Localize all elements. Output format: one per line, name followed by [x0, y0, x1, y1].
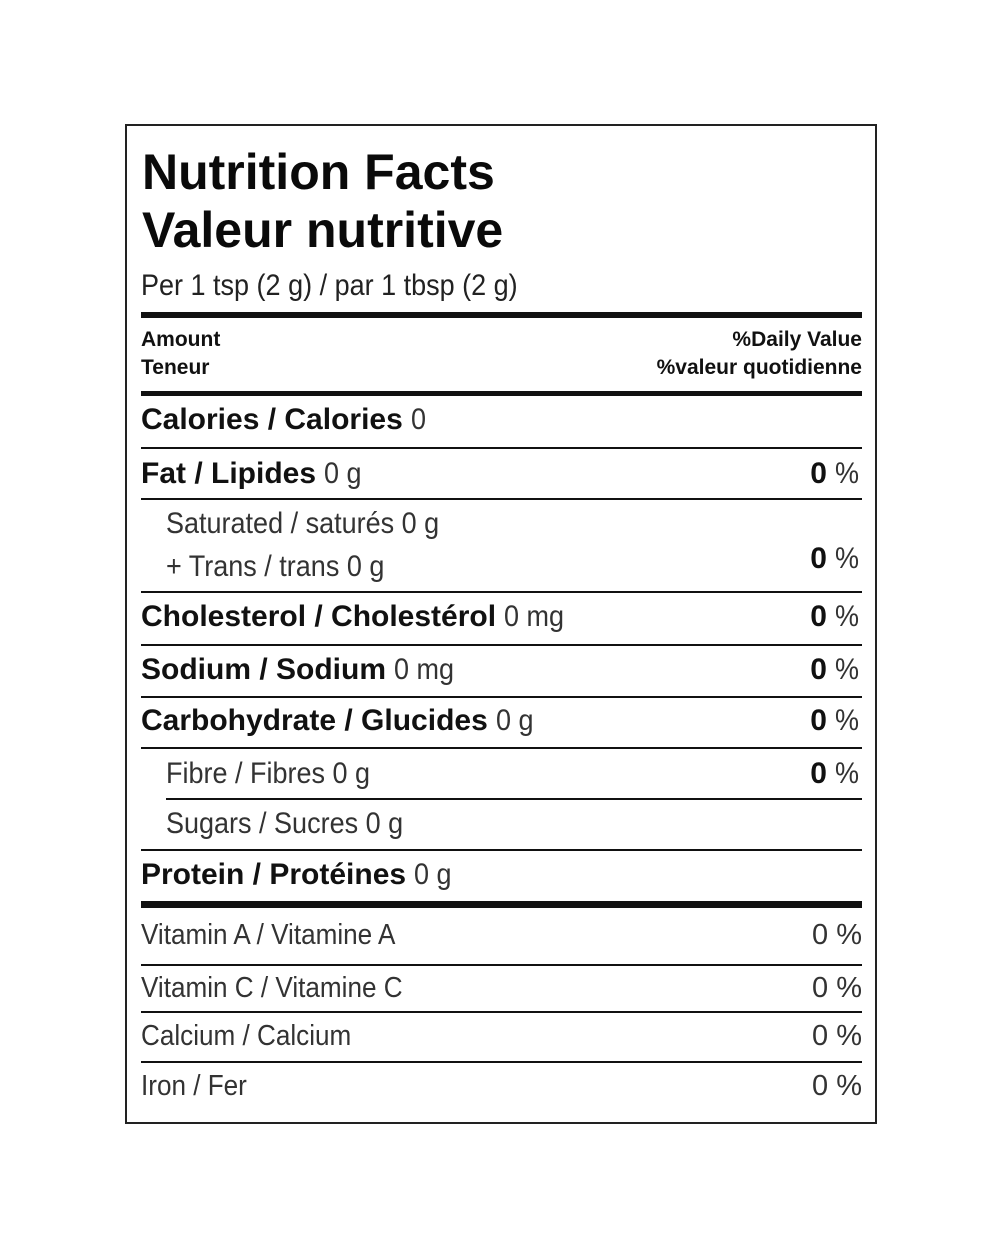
amount-fr: Teneur: [141, 356, 210, 379]
nutrient-label: Sodium / Sodium: [141, 653, 386, 686]
divider: [141, 391, 862, 396]
thick-divider: [141, 901, 862, 908]
amount-en: Amount: [141, 328, 221, 351]
vitamin-label: Vitamin C / Vitamine C: [141, 972, 403, 1004]
nutrient-label: Sugars / Sucres 0 g: [166, 807, 404, 840]
nutrient-amount: 0 g: [324, 457, 362, 490]
percent-unit: %: [835, 653, 860, 686]
nutrient-amount: 0 mg: [504, 600, 565, 633]
vitamin-daily-value: 0 %: [812, 1020, 862, 1052]
nutrient-label: Carbohydrate / Glucides: [141, 704, 488, 737]
divider: [166, 798, 862, 800]
nutrition-facts-label: Nutrition Facts Valeur nutritive Per 1 t…: [125, 124, 877, 1124]
nutrient-amount: 0 g: [496, 704, 534, 737]
vitamin-label: Iron / Fer: [141, 1070, 247, 1102]
daily-value-fr: %valeur quotidienne: [656, 356, 862, 379]
vitamin-label: Vitamin A / Vitamine A: [141, 919, 396, 951]
nutrient-row-sugars: Sugars / Sucres 0 g: [141, 804, 862, 844]
divider: [141, 747, 862, 749]
daily-value: 0: [810, 757, 827, 790]
vitamin-daily-value: 0 %: [812, 972, 862, 1004]
divider: [141, 591, 862, 593]
divider: [141, 849, 862, 851]
vitamin-row: Iron / Fer 0 %: [141, 1066, 862, 1106]
nutrient-row-sodium: Sodium / Sodium 0 mg 0 %: [141, 650, 862, 690]
vitamin-row: Calcium / Calcium 0 %: [141, 1016, 862, 1056]
nutrient-label: Fat / Lipides: [141, 457, 317, 490]
nutrient-label: Fibre / Fibres 0 g: [166, 757, 371, 790]
divider: [141, 696, 862, 698]
nutrient-label: Protein / Protéines: [141, 858, 407, 891]
percent-unit: %: [835, 542, 860, 575]
nutrient-label: Cholesterol / Cholestérol: [141, 600, 497, 633]
divider: [141, 644, 862, 646]
vitamin-row: Vitamin A / Vitamine A 0 %: [141, 915, 862, 955]
nutrient-row-trans: + Trans / trans 0 g 0 %: [141, 542, 862, 587]
vitamin-row: Vitamin C / Vitamine C 0 %: [141, 968, 862, 1008]
nutrient-row-fibre: Fibre / Fibres 0 g 0 %: [141, 754, 862, 794]
calories-row: Calories / Calories 0: [141, 400, 862, 440]
thick-divider: [141, 312, 862, 318]
divider: [141, 1011, 862, 1013]
nutrient-row-saturated: Saturated / saturés 0 g: [141, 504, 862, 544]
nutrient-row-fat: Fat / Lipides 0 g 0 %: [141, 454, 862, 494]
nutrient-row-carbohydrate: Carbohydrate / Glucides 0 g 0 %: [141, 701, 862, 741]
percent-unit: %: [835, 457, 860, 490]
nutrient-label: Saturated / saturés 0 g: [166, 507, 440, 540]
daily-value: 0: [810, 600, 827, 633]
divider: [141, 964, 862, 966]
calories-label: Calories / Calories: [141, 403, 403, 436]
percent-unit: %: [835, 600, 860, 633]
daily-value: 0: [810, 653, 827, 686]
nutrient-row-cholesterol: Cholesterol / Cholestérol 0 mg 0 %: [141, 597, 862, 637]
nutrient-amount: 0 g: [414, 858, 452, 891]
title-en: Nutrition Facts: [142, 144, 495, 200]
divider: [141, 498, 862, 500]
calories-value: 0: [411, 403, 427, 436]
vitamin-daily-value: 0 %: [812, 1070, 862, 1102]
divider: [141, 447, 862, 449]
daily-value-en: %Daily Value: [732, 328, 862, 351]
nutrient-label: + Trans / trans 0 g: [166, 550, 385, 583]
vitamin-label: Calcium / Calcium: [141, 1020, 352, 1052]
divider: [141, 1061, 862, 1063]
nutrient-amount: 0 mg: [394, 653, 455, 686]
percent-unit: %: [835, 757, 860, 790]
nutrient-row-protein: Protein / Protéines 0 g: [141, 855, 862, 895]
daily-value: 0: [810, 704, 827, 737]
title-fr: Valeur nutritive: [142, 202, 504, 258]
percent-unit: %: [835, 704, 860, 737]
daily-value: 0: [810, 457, 827, 490]
daily-value: 0: [810, 542, 827, 575]
vitamin-daily-value: 0 %: [812, 919, 862, 951]
serving-size: Per 1 tsp (2 g) / par 1 tbsp (2 g): [141, 269, 518, 302]
